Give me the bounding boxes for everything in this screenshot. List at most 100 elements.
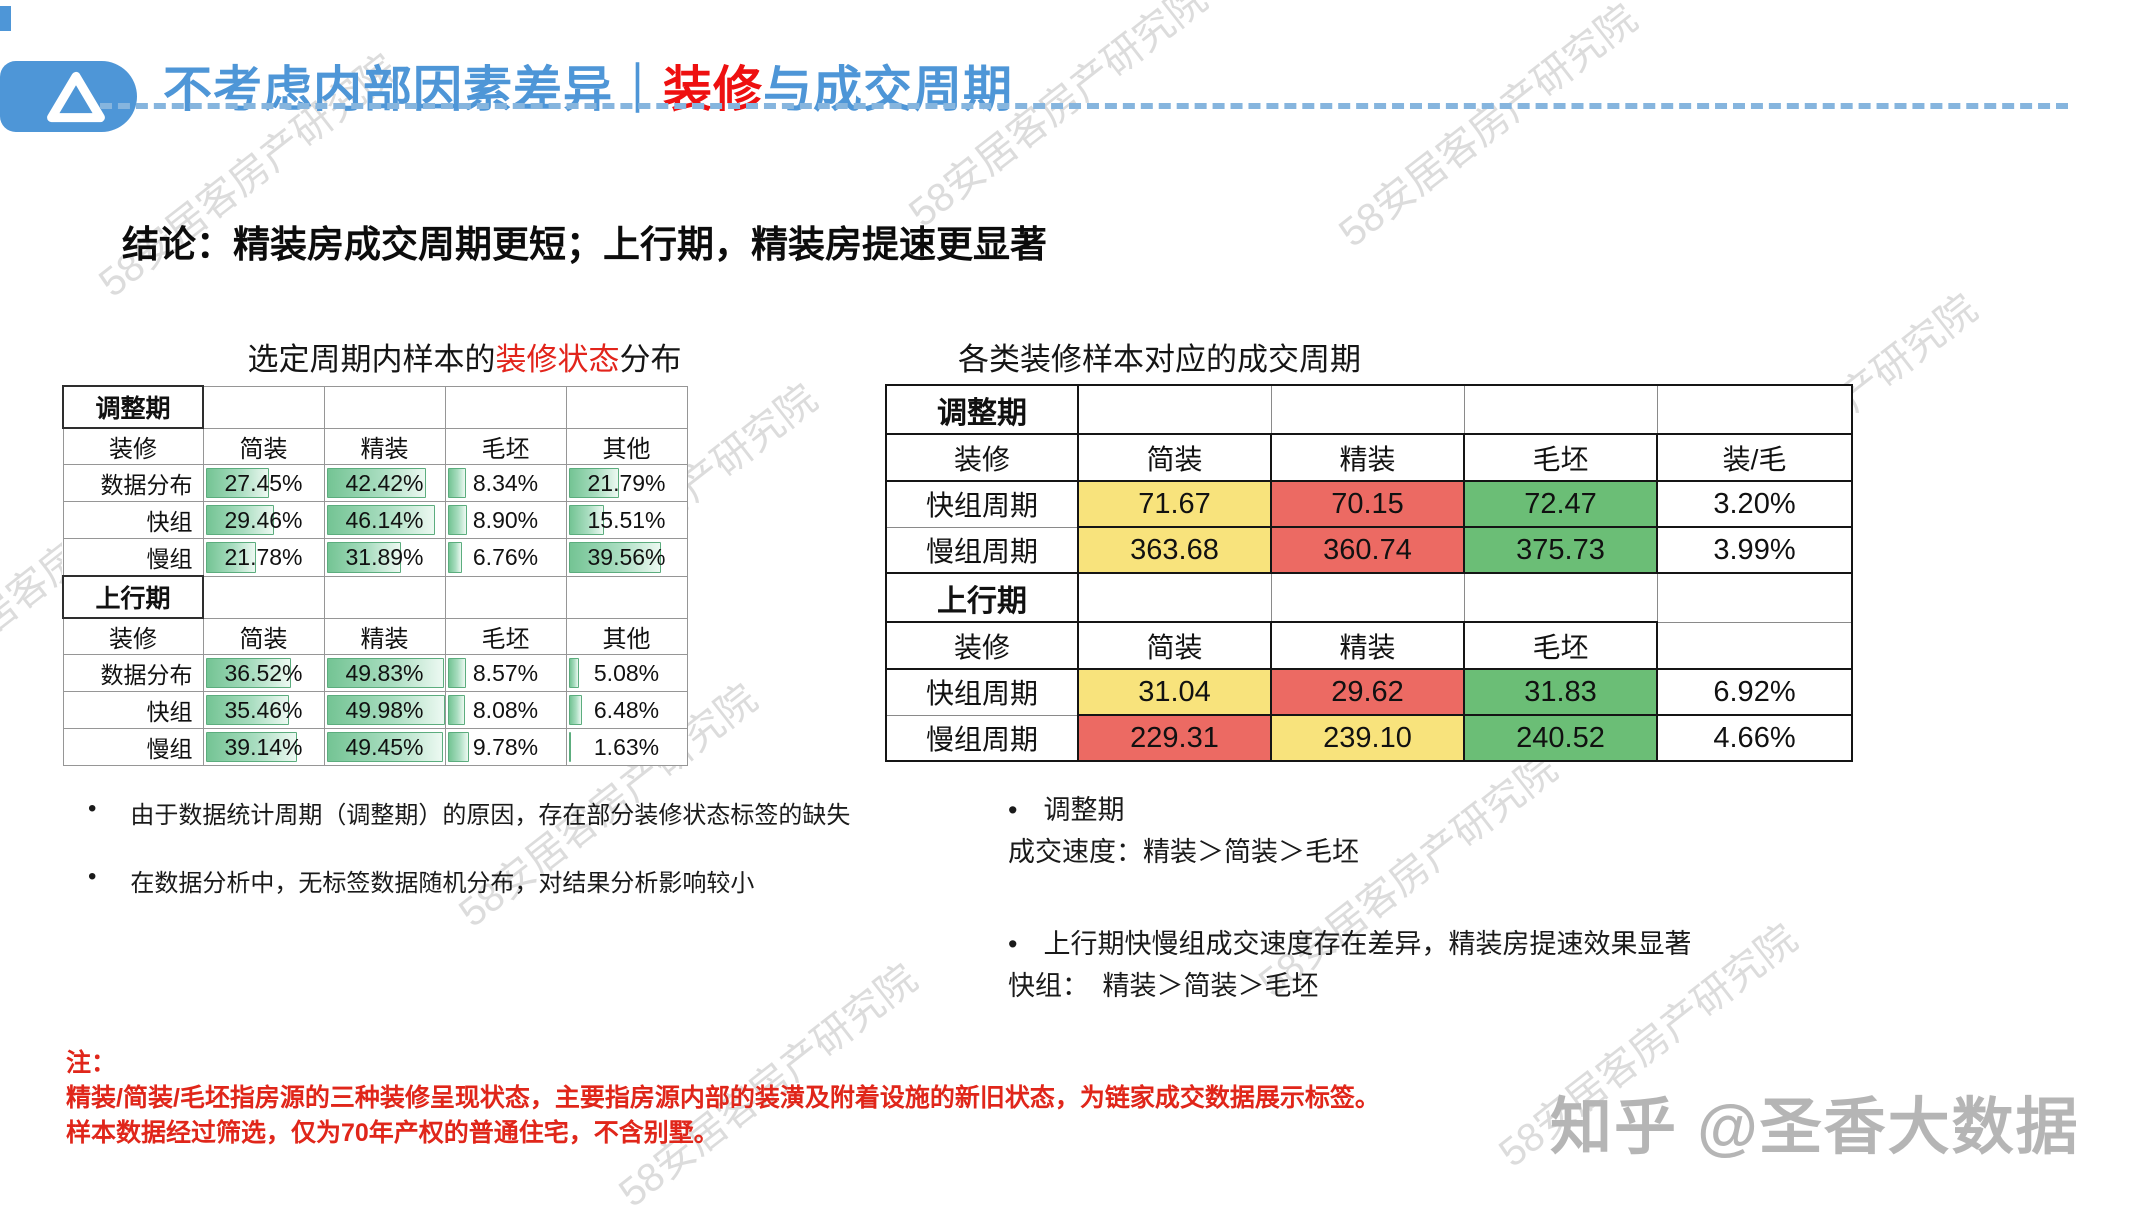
column-header: 精装: [1270, 433, 1465, 482]
data-bar: [326, 468, 427, 498]
decoration-distribution-table: 调整期 装修 简装 精装 毛坯 其他 数据分布 27.45% 42.42% 8.34% 21.79%…: [62, 385, 688, 766]
footnote: 注： 精装/简装/毛坯指房源的三种装修呈现状态，主要指房源内部的装潢及附着设施的…: [66, 1046, 1380, 1151]
cycle-value-cell: 29.62: [1270, 668, 1465, 716]
left-note-1: 由于数据统计周期（调整期）的原因，存在部分装修状态标签的缺失: [88, 795, 850, 830]
cell-value: 6.48%: [593, 696, 660, 723]
row-label: 数据分布: [62, 654, 204, 692]
column-header: 毛坯: [1463, 621, 1658, 670]
data-bar: [205, 505, 275, 535]
table-row: 装修 简装 精装 毛坯 其他: [62, 617, 688, 655]
cycle-value-cell: 360.74: [1270, 526, 1465, 574]
data-bar-cell: 8.08%: [444, 691, 567, 729]
cycle-value-cell: 3.20%: [1656, 480, 1853, 528]
cell-value: 49.83%: [345, 659, 424, 686]
column-header: 装修: [885, 433, 1079, 482]
corner-accent: [0, 6, 11, 31]
data-bar: [447, 468, 466, 498]
table-row: 调整期: [62, 385, 688, 429]
data-bar-cell: 35.46%: [202, 691, 325, 729]
empty-cell: [1270, 572, 1465, 623]
data-bar-cell: 31.89%: [323, 538, 446, 577]
data-bar: [568, 695, 583, 725]
data-bar: [447, 542, 462, 573]
cycle-value-cell: 375.73: [1463, 526, 1658, 574]
cell-value: 39.56%: [587, 543, 666, 570]
data-bar-cell: 29.46%: [202, 501, 325, 539]
table-row: 数据分布 27.45% 42.42% 8.34% 21.79%: [62, 464, 688, 502]
column-header: 其他: [565, 427, 688, 465]
zhihu-watermark: 知乎 @圣香大数据: [1550, 1093, 2080, 1162]
row-label: 慢组周期: [885, 714, 1079, 762]
cycle-value-cell: 229.31: [1077, 714, 1272, 762]
cycle-value-cell: 31.04: [1077, 668, 1272, 716]
data-bar: [205, 542, 256, 573]
table-row: 装修 简装 精装 毛坯: [885, 621, 1853, 670]
anjuke-logo: [0, 61, 137, 132]
table-row: 慢组周期 229.31 239.10 240.52 4.66%: [885, 714, 1853, 762]
row-label: 快组: [62, 501, 204, 539]
data-bar-cell: 8.34%: [444, 464, 567, 502]
cell-value: 42.42%: [345, 469, 424, 496]
empty-cell: [1463, 572, 1658, 623]
column-header: 装/毛: [1656, 433, 1853, 482]
empty-cell: [323, 385, 446, 429]
data-bar-cell: 27.45%: [202, 464, 325, 502]
data-bar: [568, 658, 579, 688]
cell-value: 36.52%: [224, 659, 303, 686]
empty-cell: [1656, 384, 1853, 435]
table-row: 慢组 21.78% 31.89% 6.76% 39.56%: [62, 538, 688, 577]
empty-cell: [1077, 384, 1272, 435]
left-table-title: 选定周期内样本的装修状态分布: [247, 342, 682, 377]
empty-cell: [202, 385, 325, 429]
cell-value: 5.08%: [593, 659, 660, 686]
cycle-value-cell: 239.10: [1270, 714, 1465, 762]
column-header: 简装: [202, 427, 325, 465]
data-bar-cell: 15.51%: [565, 501, 688, 539]
cycle-value-cell: 72.47: [1463, 480, 1658, 528]
data-bar-cell: 21.78%: [202, 538, 325, 577]
column-header: 简装: [1077, 621, 1272, 670]
row-label: 数据分布: [62, 464, 204, 502]
data-bar: [205, 468, 270, 498]
cycle-value-cell: 3.99%: [1656, 526, 1853, 574]
data-bar: [447, 658, 467, 688]
page-title: 不考虑内部因素差异｜装修与成交周期: [163, 50, 1013, 121]
table-row: 快组 29.46% 46.14% 8.90% 15.51%: [62, 501, 688, 539]
empty-cell: [323, 575, 446, 619]
cycle-value-cell: 31.83: [1463, 668, 1658, 716]
column-header: 其他: [565, 617, 688, 655]
table-row: 快组 35.46% 49.98% 8.08% 6.48%: [62, 691, 688, 729]
row-label: 快组周期: [885, 668, 1079, 716]
cell-value: 21.78%: [224, 543, 303, 570]
data-bar-cell: 39.14%: [202, 728, 325, 766]
column-header: 毛坯: [1463, 433, 1658, 482]
table-row: 调整期: [885, 384, 1853, 435]
right-notes: 调整期 成交速度：精装＞简装＞毛坯 上行期快慢组成交速度存在差异，精装房提速效果…: [1008, 790, 1691, 1006]
data-bar: [447, 732, 470, 762]
cell-value: 1.63%: [593, 733, 660, 760]
footnote-line-1: 精装/简装/毛坯指房源的三种装修呈现状态，主要指房源内部的装潢及附着设施的新旧状…: [66, 1084, 1380, 1112]
column-header: 装修: [885, 621, 1079, 670]
empty-cell: [565, 575, 688, 619]
period-cell: 上行期: [885, 572, 1079, 623]
data-bar: [205, 658, 292, 688]
table-row: 慢组 39.14% 49.45% 9.78% 1.63%: [62, 728, 688, 766]
table-row: 上行期: [62, 575, 688, 619]
footnote-line-2: 样本数据经过筛选，仅为70年产权的普通住宅，不含别墅。: [66, 1119, 719, 1147]
right-note-line-2: 快组： 精装＞简装＞毛坯: [1008, 971, 1319, 1001]
data-bar-cell: 5.08%: [565, 654, 688, 692]
data-bar: [447, 505, 467, 535]
column-header: 简装: [202, 617, 325, 655]
data-bar: [326, 732, 444, 762]
cycle-value-cell: 4.66%: [1656, 714, 1853, 762]
empty-cell: [1463, 384, 1658, 435]
footnote-label: 注：: [66, 1049, 117, 1077]
data-bar-cell: 9.78%: [444, 728, 567, 766]
cell-value: 8.57%: [472, 659, 539, 686]
empty-cell: [444, 575, 567, 619]
table-row: 快组周期 31.04 29.62 31.83 6.92%: [885, 668, 1853, 716]
cell-value: 29.46%: [224, 506, 303, 533]
empty-cell: [565, 385, 688, 429]
empty-cell: [444, 385, 567, 429]
table-row: 快组周期 71.67 70.15 72.47 3.20%: [885, 480, 1853, 528]
